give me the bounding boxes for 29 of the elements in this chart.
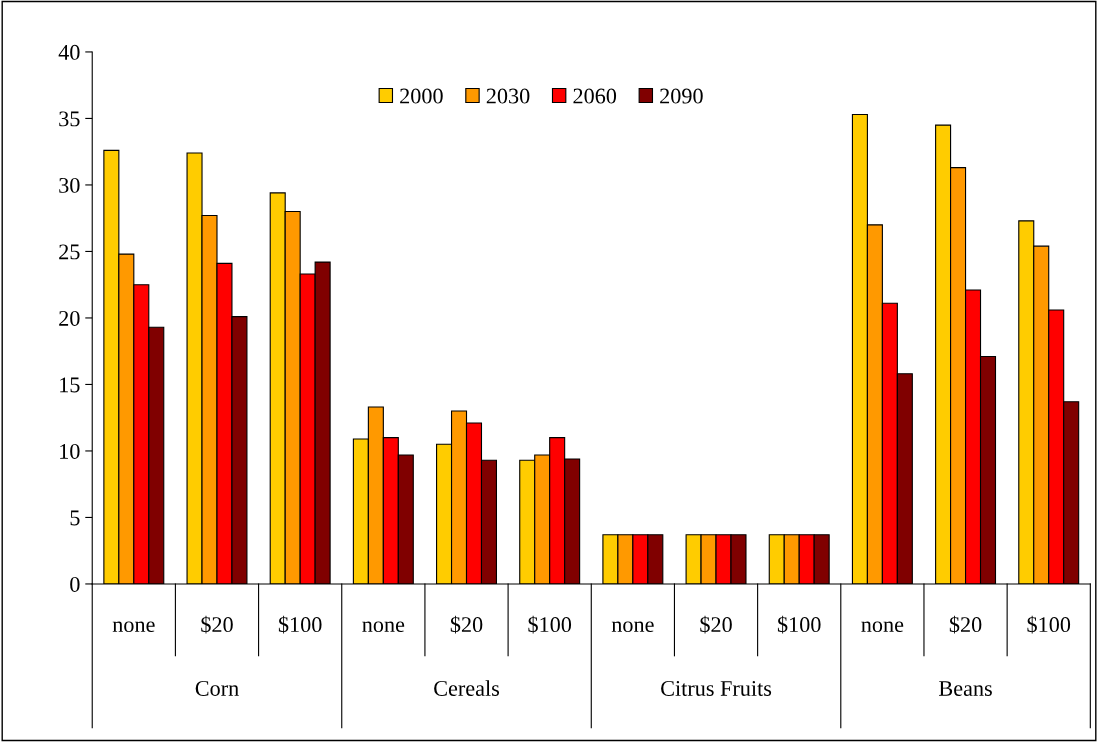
text: Beans [939,681,992,696]
y-tick-label: 15 [60,377,80,393]
x-tick-label: $20 [949,615,982,634]
x-tick-label: $100 [1027,615,1071,634]
x-tick-label: $100 [528,615,572,634]
x-tick-label: $100 [278,615,322,634]
text: Citrus Fruits [661,680,772,696]
text: Cereals [434,680,500,696]
y-tick-label: 20 [59,310,80,326]
y-tick-label: 25 [59,244,80,260]
y-tick-label: 5 [70,510,80,526]
x-tick-label: $20 [450,615,483,634]
legend-label: 2030 [486,88,530,104]
legend-label: 2090 [660,88,703,104]
x-tick-label: $20 [700,615,732,634]
y-tick-label: 30 [59,177,80,193]
legend-label: 2000 [400,88,443,104]
x-tick-label: none [112,621,155,633]
legend-label: 2060 [573,88,617,104]
x-tick-label: $100 [777,615,821,634]
text: Corn [195,680,239,696]
x-tick-label: $20 [201,615,233,634]
y-tick-label: 40 [58,44,80,60]
y-tick-label: 35 [59,111,80,127]
y-tick-label: 0 [70,576,80,592]
x-tick-label: none [611,621,654,633]
x-tick-label: none [861,621,904,633]
y-tick-label: 10 [60,443,80,459]
x-tick-label: none [362,621,405,633]
